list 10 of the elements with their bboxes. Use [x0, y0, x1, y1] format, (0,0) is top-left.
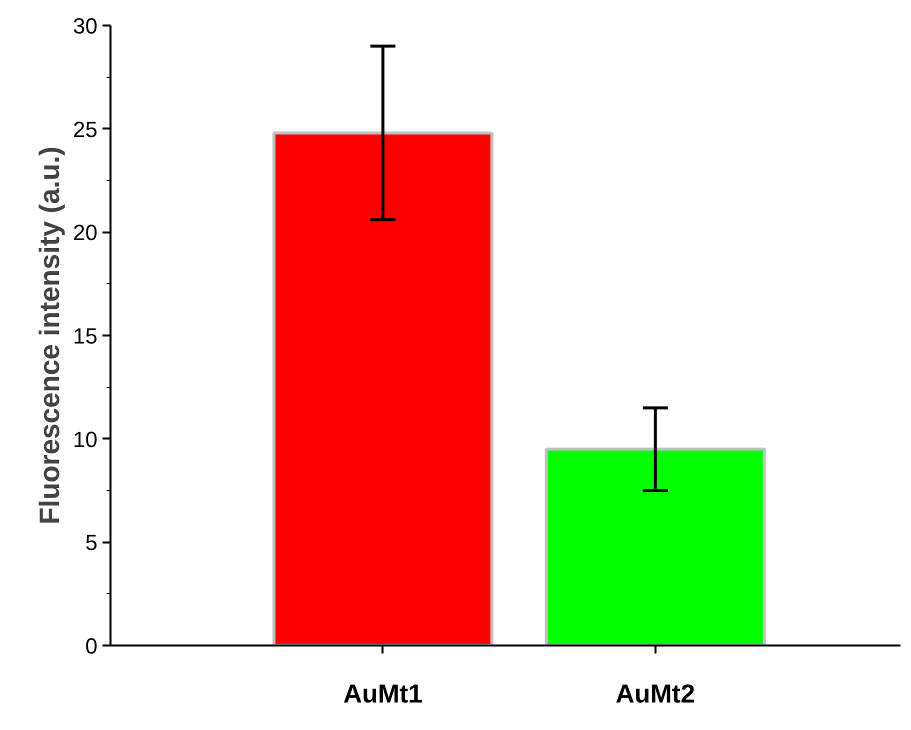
y-tick-label: 5 — [85, 530, 98, 556]
y-tick-label: 30 — [73, 14, 98, 38]
y-tick-label: 10 — [73, 426, 98, 452]
y-tick-label: 0 — [85, 634, 98, 658]
y-tick-label: 15 — [73, 324, 98, 348]
x-tick-label: AuMt1 — [343, 678, 423, 708]
y-tick-label: 25 — [73, 116, 98, 142]
y-axis-title: Fluorescence intensity (a.u.) — [34, 146, 66, 525]
x-tick-label: AuMt2 — [616, 678, 696, 708]
y-tick-label: 20 — [73, 220, 98, 246]
